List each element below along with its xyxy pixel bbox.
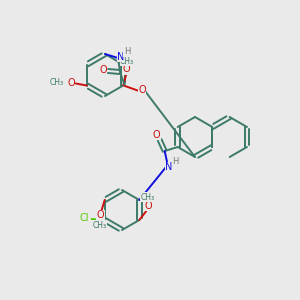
Text: O: O — [97, 210, 104, 220]
Text: H: H — [172, 157, 179, 166]
Text: O: O — [138, 85, 146, 95]
Text: N: N — [165, 162, 172, 172]
Text: CH₃: CH₃ — [50, 78, 64, 87]
Text: O: O — [99, 65, 107, 75]
Text: CH₃: CH₃ — [120, 57, 134, 66]
Text: O: O — [145, 201, 152, 211]
Text: O: O — [122, 64, 130, 74]
Text: N: N — [117, 52, 125, 62]
Text: CH₃: CH₃ — [93, 220, 107, 230]
Text: CH₃: CH₃ — [140, 193, 154, 202]
Text: O: O — [67, 77, 75, 88]
Text: H: H — [124, 47, 130, 56]
Text: Cl: Cl — [80, 213, 89, 223]
Text: O: O — [153, 130, 160, 140]
